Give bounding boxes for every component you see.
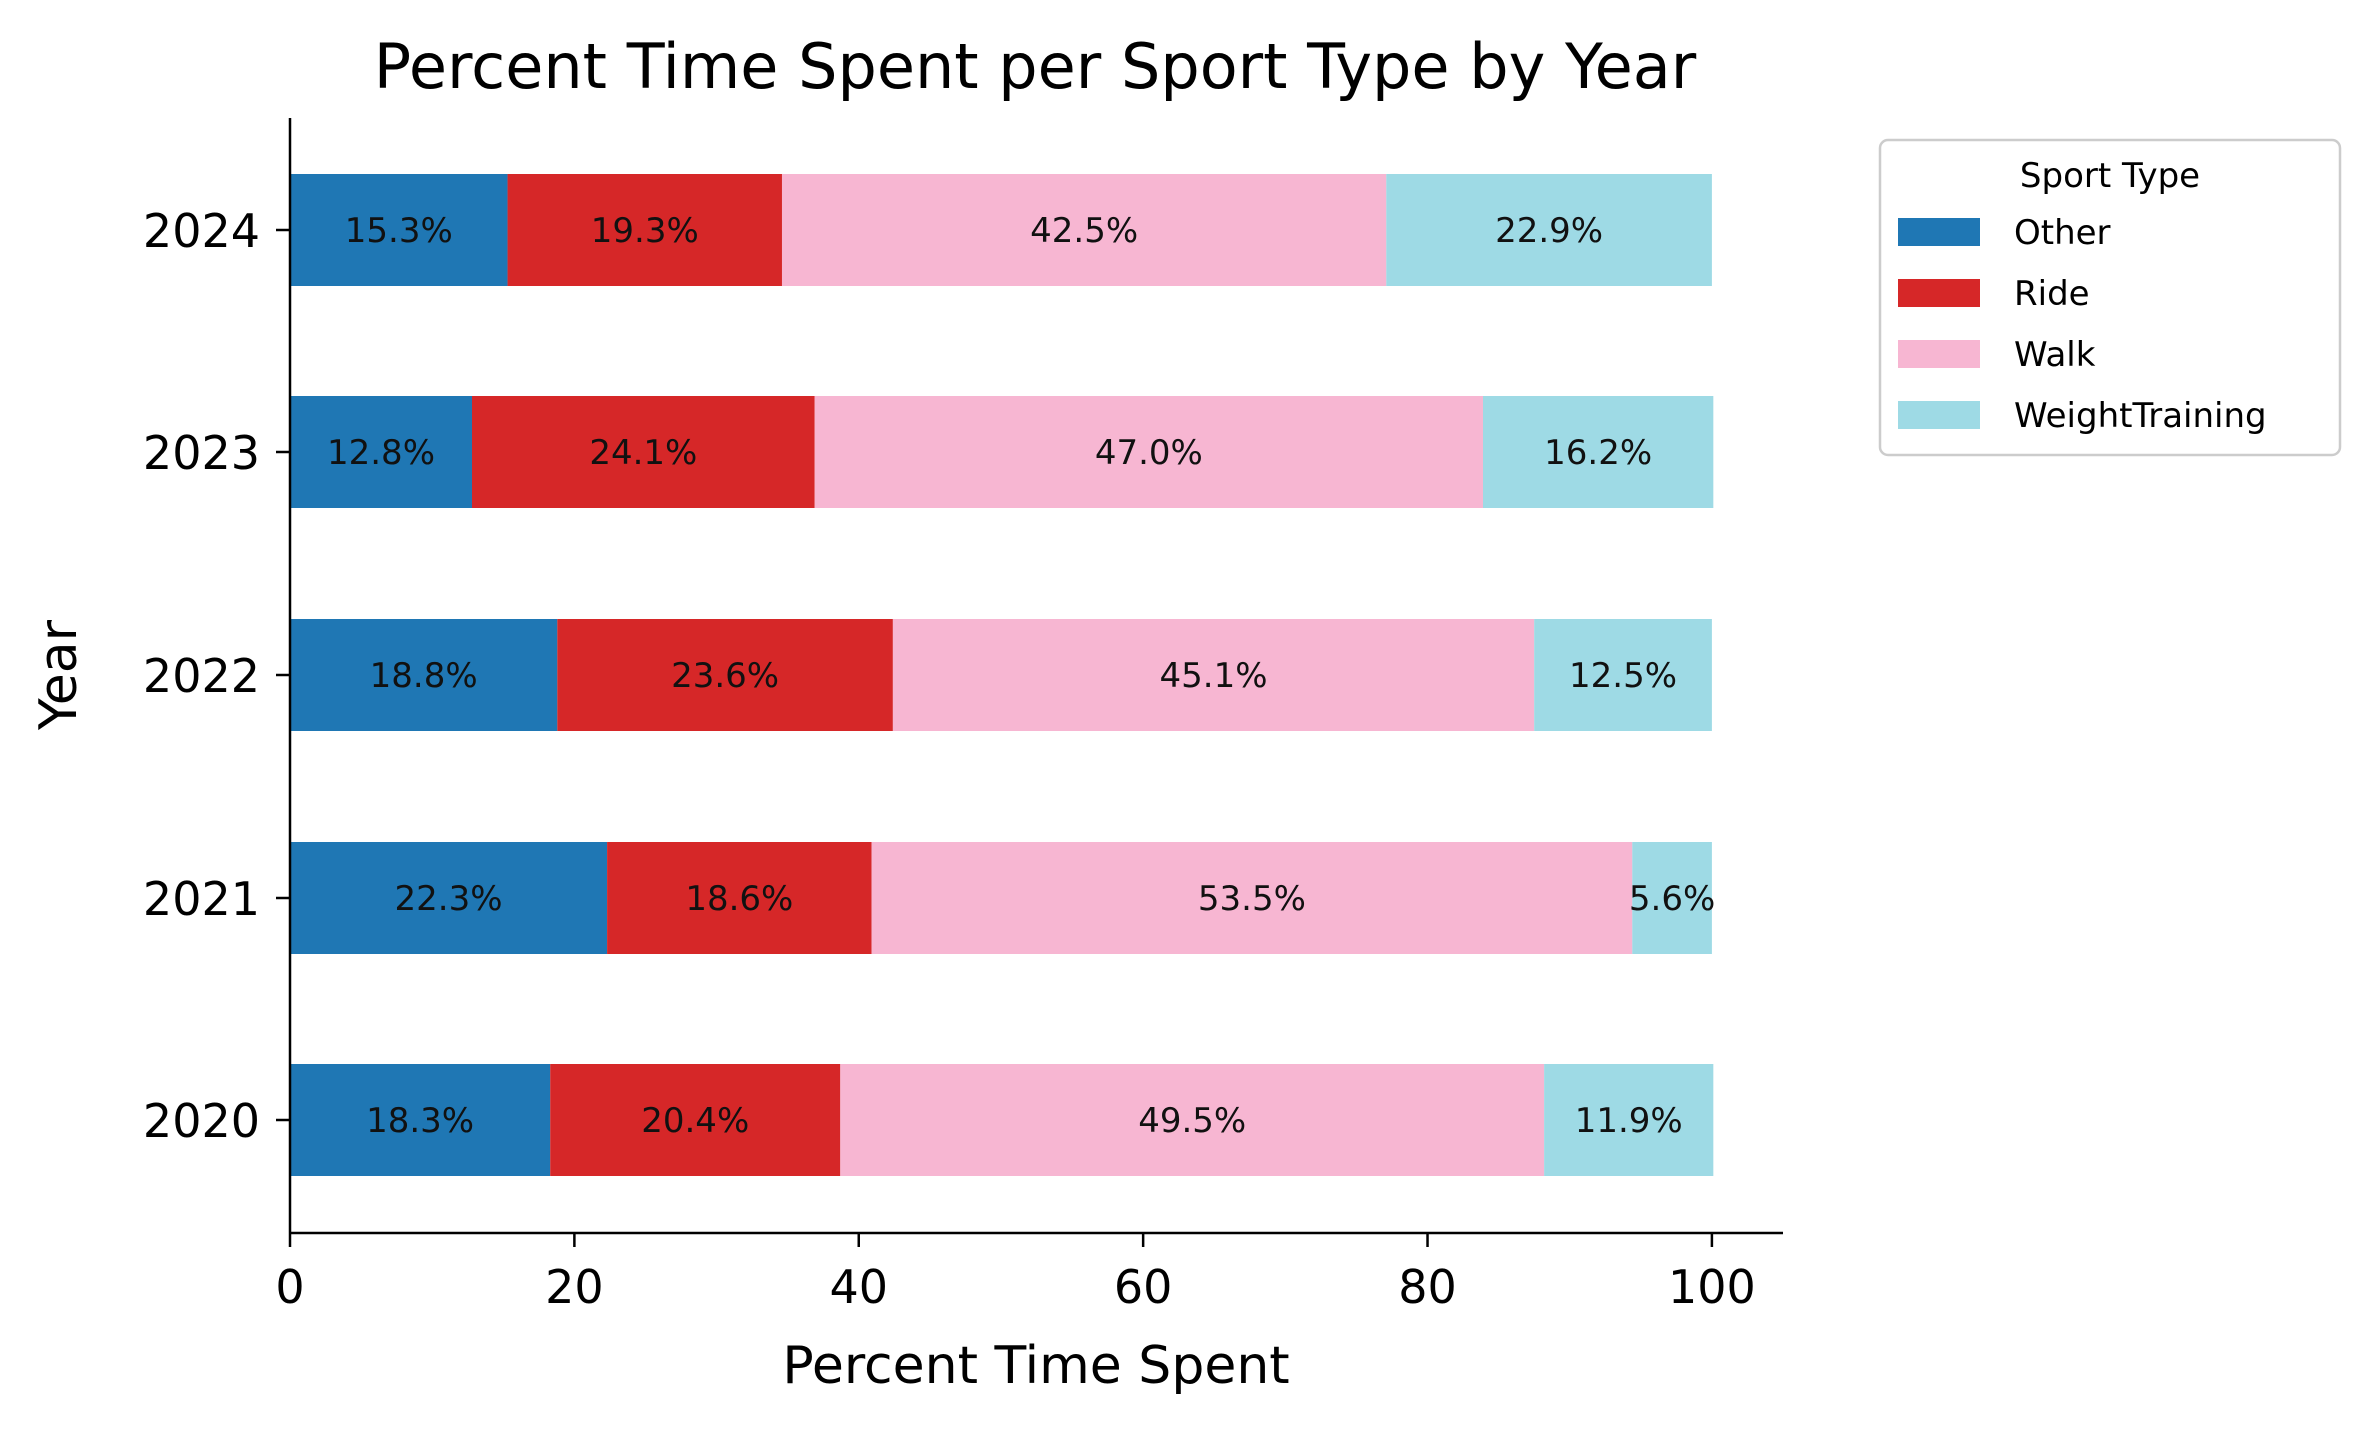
x-tick-label: 20 [545,1260,604,1314]
data-label-2024-ride: 19.3% [591,211,699,251]
y-tick-label-2020: 2020 [143,1094,260,1148]
bar-2023-ride [472,396,815,508]
bar-2021-other [290,842,608,954]
bar-2021-walk [871,842,1633,954]
data-label-2020-weighttraining: 11.9% [1575,1101,1683,1141]
data-label-2023-ride: 24.1% [589,433,697,473]
bar-2022-other [290,619,558,731]
bar-2020-walk [840,1064,1545,1176]
y-axis-label: Year [29,619,89,731]
y-tick-label-2023: 2023 [143,426,260,480]
bar-2023-weighttraining [1482,396,1714,508]
bar-2020-ride [550,1064,841,1176]
bar-2022-walk [892,619,1535,731]
legend-label-weighttraining: WeightTraining [2014,396,2267,436]
data-label-2023-weighttraining: 16.2% [1544,433,1652,473]
data-label-2024-other: 15.3% [345,211,453,251]
data-label-2021-other: 22.3% [395,879,503,919]
data-label-2021-weighttraining: 5.6% [1629,879,1715,919]
data-label-2022-walk: 45.1% [1160,656,1268,696]
legend-frame [1878,138,2342,457]
data-label-2023-other: 12.8% [327,433,435,473]
bar-2021-ride [607,842,872,954]
x-axis-label: Percent Time Spent [782,1336,1289,1396]
x-tick-label: 100 [1668,1260,1756,1314]
data-label-2022-ride: 23.6% [671,656,779,696]
legend-title: Sport Type [2020,156,2200,196]
bar-2022-ride [557,619,893,731]
bar-2023-other [290,396,473,508]
legend-swatch-weighttraining [1898,401,1980,429]
data-label-2024-weighttraining: 22.9% [1495,211,1603,251]
legend-swatch-other [1898,218,1980,246]
bar-2024-other [290,174,508,286]
legend-swatch-ride [1898,279,1980,307]
data-label-2021-ride: 18.6% [685,879,793,919]
bar-2020-other [290,1064,551,1176]
y-tick-label-2024: 2024 [143,204,260,258]
bar-2024-ride [507,174,782,286]
data-label-2020-ride: 20.4% [641,1101,749,1141]
legend-label-walk: Walk [2014,335,2096,375]
data-label-2023-walk: 47.0% [1095,433,1203,473]
bar-2020-weighttraining [1544,1064,1714,1176]
bar-2022-weighttraining [1534,619,1712,731]
bar-2023-walk [814,396,1483,508]
x-tick-label: 40 [829,1260,888,1314]
legend-label-ride: Ride [2014,274,2090,314]
x-tick-label: 60 [1114,1260,1173,1314]
x-tick-label: 80 [1398,1260,1457,1314]
data-label-2024-walk: 42.5% [1030,211,1138,251]
y-tick-label-2022: 2022 [143,649,260,703]
bar-2021-weighttraining [1632,842,1712,954]
chart-title: Percent Time Spent per Sport Type by Yea… [374,30,1697,103]
data-label-2020-walk: 49.5% [1138,1101,1246,1141]
bar-2024-walk [781,174,1387,286]
data-label-2022-other: 18.8% [370,656,478,696]
legend-items: Other Ride Walk WeightTraining [1898,213,2267,436]
bars-group [290,174,1714,1176]
y-tick-label-2021: 2021 [143,872,260,926]
legend: Sport Type Other Ride Walk WeightTraining [1878,138,2342,457]
legend-label-other: Other [2014,213,2111,253]
x-ticks-group: 0 20 40 60 80 100 [275,1233,1756,1314]
legend-swatch-walk [1898,340,1980,368]
data-label-2021-walk: 53.5% [1198,879,1306,919]
y-ticks-group: 2024 2023 2022 2021 2020 [143,204,290,1148]
data-label-2022-weighttraining: 12.5% [1569,656,1677,696]
bar-2024-weighttraining [1386,174,1712,286]
data-label-2020-other: 18.3% [366,1101,474,1141]
x-tick-label: 0 [275,1260,304,1314]
data-labels-group: 15.3% 19.3% 42.5% 22.9% 12.8% 24.1% 47.0% 16.2%… [327,211,1715,1141]
